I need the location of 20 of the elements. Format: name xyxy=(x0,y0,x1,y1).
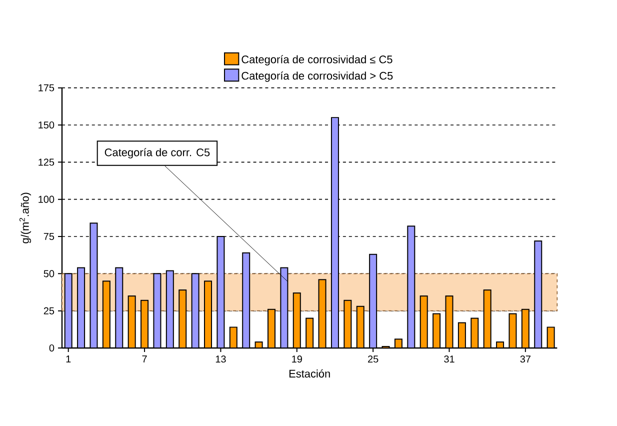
y-tick-label: 50 xyxy=(44,270,54,278)
x-tick-label: 13 xyxy=(216,356,226,363)
y-tick-label: 150 xyxy=(38,121,54,129)
x-tick-label: 7 xyxy=(142,356,147,362)
x-tick-label: 19 xyxy=(292,356,302,363)
y-tick-label: 0 xyxy=(49,344,54,352)
band-label: Categoría de corr. C5 xyxy=(104,148,210,158)
legend-label: Categoría de corrosividad ≤ C5 xyxy=(242,55,392,66)
x-tick-label: 25 xyxy=(368,356,378,363)
x-tick-label: 37 xyxy=(520,356,530,363)
y-tick-label: 75 xyxy=(44,233,54,240)
x-axis-title: Estación xyxy=(289,369,330,378)
y-tick-label: 175 xyxy=(38,84,54,92)
x-tick-label: 1 xyxy=(66,356,71,362)
y-tick-label: 100 xyxy=(38,196,54,203)
legend-label: Categoría de corrosividad > C5 xyxy=(242,71,393,82)
y-tick-label: 125 xyxy=(38,158,54,166)
x-tick-label: 31 xyxy=(444,356,454,363)
y-axis-title: g/(m$^{2}$.año) xyxy=(19,192,32,244)
y-tick-label: 25 xyxy=(44,307,54,314)
